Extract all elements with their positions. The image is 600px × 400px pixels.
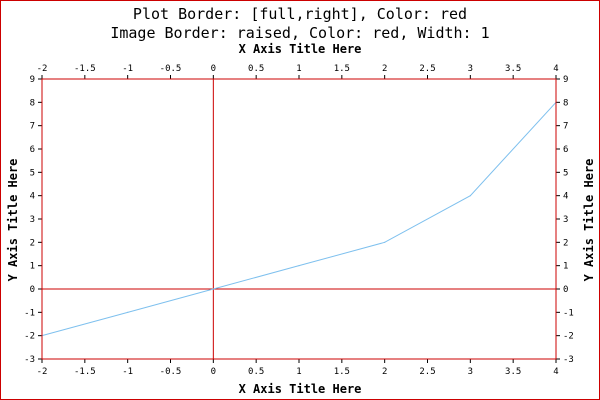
x-tick-label-top: 1 xyxy=(296,64,301,74)
y-tick-label-right: 4 xyxy=(563,192,568,202)
x-tick-label-top: 2 xyxy=(382,64,387,74)
y-tick-label-left: 9 xyxy=(30,75,35,85)
chart-title-line-1: Plot Border: [full,right], Color: red xyxy=(133,5,467,23)
y-tick-label-left: 1 xyxy=(30,262,35,272)
y-tick-label-left: 2 xyxy=(30,238,35,248)
x-tick-label-top: 3 xyxy=(468,64,473,74)
y-axis-title-left: Y Axis Title Here xyxy=(6,159,20,282)
x-axis-title-top: X Axis Title Here xyxy=(239,42,362,56)
x-tick-label-top: -2 xyxy=(37,64,48,74)
x-axis-title-bottom: X Axis Title Here xyxy=(239,382,362,396)
x-tick-label-top: 3.5 xyxy=(505,64,521,74)
x-tick-label-top: 0.5 xyxy=(248,64,264,74)
x-tick-label-bottom: 2 xyxy=(382,367,387,377)
y-tick-label-left: -3 xyxy=(24,355,35,365)
y-tick-label-right: -3 xyxy=(563,355,574,365)
y-axis-title-right: Y Axis Title Here xyxy=(582,159,596,282)
y-tick-label-left: 8 xyxy=(30,98,35,108)
x-tick-label-bottom: 3 xyxy=(468,367,473,377)
tick-marks xyxy=(38,75,560,363)
x-tick-label-bottom: -0.5 xyxy=(160,367,182,377)
x-tick-label-bottom: 0.5 xyxy=(248,367,264,377)
x-tick-label-top: -0.5 xyxy=(160,64,182,74)
y-tick-label-right: 8 xyxy=(563,98,568,108)
y-tick-label-left: 7 xyxy=(30,122,35,132)
y-tick-label-right: 3 xyxy=(563,215,568,225)
y-tick-label-right: -2 xyxy=(563,332,574,342)
tick-labels: -2 -2 -1.5 -1.5 -1 -1 -0.5 -0.5 0 0 0.5 0.5 1 1 1.5 1.5… xyxy=(24,64,574,377)
y-tick-label-left: 0 xyxy=(30,285,35,295)
plot-border xyxy=(41,78,557,360)
data-point xyxy=(469,195,471,197)
x-tick-label-top: -1.5 xyxy=(74,64,96,74)
y-tick-label-right: 0 xyxy=(563,285,568,295)
y-tick-label-right: 1 xyxy=(563,262,568,272)
x-tick-label-top: 1.5 xyxy=(334,64,350,74)
y-tick-label-left: -2 xyxy=(24,332,35,342)
y-tick-label-right: 5 xyxy=(563,168,568,178)
x-tick-label-bottom: 1.5 xyxy=(334,367,350,377)
x-tick-label-top: 4 xyxy=(553,64,558,74)
y-tick-label-right: 9 xyxy=(563,75,568,85)
y-tick-label-left: 6 xyxy=(30,145,35,155)
y-tick-label-right: 7 xyxy=(563,122,568,132)
x-tick-label-bottom: 2.5 xyxy=(419,367,435,377)
y-tick-label-left: 4 xyxy=(30,192,35,202)
x-tick-label-bottom: 3.5 xyxy=(505,367,521,377)
data-point xyxy=(212,288,214,290)
data-point xyxy=(298,265,300,267)
x-tick-label-bottom: -1 xyxy=(122,367,133,377)
x-tick-label-top: 0 xyxy=(211,64,216,74)
y-tick-label-left: 3 xyxy=(30,215,35,225)
x-tick-label-bottom: -2 xyxy=(37,367,48,377)
x-tick-label-top: -1 xyxy=(122,64,133,74)
x-tick-label-bottom: 0 xyxy=(211,367,216,377)
y-tick-label-right: 6 xyxy=(563,145,568,155)
x-tick-label-bottom: -1.5 xyxy=(74,367,96,377)
y-tick-label-left: -1 xyxy=(24,308,35,318)
x-tick-label-top: 2.5 xyxy=(419,64,435,74)
chart-title-line-2: Image Border: raised, Color: red, Width:… xyxy=(110,24,489,42)
data-point xyxy=(384,241,386,243)
zero-lines xyxy=(42,79,556,359)
x-tick-label-bottom: 4 xyxy=(553,367,558,377)
data-point xyxy=(127,311,129,313)
y-tick-label-left: 5 xyxy=(30,168,35,178)
x-tick-label-bottom: 1 xyxy=(296,367,301,377)
y-tick-label-right: 2 xyxy=(563,238,568,248)
y-tick-label-right: -1 xyxy=(563,308,574,318)
